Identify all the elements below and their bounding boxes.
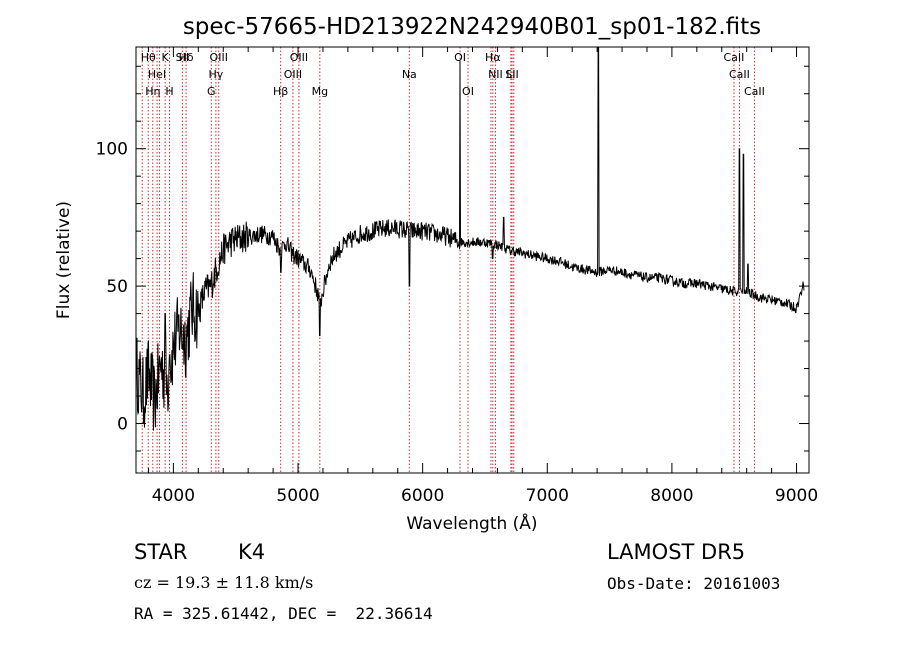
x-tick-label: 9000 (775, 486, 818, 506)
spectral-subclass: K4 (238, 540, 266, 564)
x-tick-label: 6000 (401, 486, 444, 506)
line-label: Hα (485, 51, 501, 64)
line-label: Hη (145, 85, 160, 98)
y-tick-label: 100 (96, 140, 128, 160)
obs-date-line: Obs-Date: 20161003 (607, 574, 781, 593)
line-label: CaII (724, 51, 745, 64)
line-label: Li (506, 68, 515, 81)
line-label: H (165, 85, 173, 98)
line-label: K (162, 51, 170, 64)
y-tick-label: 50 (106, 277, 128, 297)
redshift-line: cz = 19.3 ± 11.8 km/s (134, 573, 314, 592)
x-tick-label: 7000 (526, 486, 569, 506)
line-label: SII (176, 51, 189, 64)
chart-title: spec-57665-HD213922N242940B01_sp01-182.f… (183, 14, 761, 40)
coordinates-line: RA = 325.61442, DEC = 22.36614 (134, 604, 433, 623)
line-label: Hγ (208, 68, 223, 81)
line-marker-layer (141, 47, 755, 473)
line-label: Hβ (273, 85, 288, 98)
x-tick-label: 4000 (152, 486, 195, 506)
x-tick-label: 5000 (276, 486, 319, 506)
line-label: Na (402, 68, 417, 81)
object-class: STAR (134, 540, 188, 564)
spectrum-layer (135, 46, 805, 431)
line-label: CaII (729, 68, 750, 81)
line-label: Hδ (179, 51, 194, 64)
line-label: OIII (290, 51, 308, 64)
line-label: Hθ (141, 51, 156, 64)
line-label: Mg (312, 85, 328, 98)
y-tick-label: 0 (117, 415, 128, 435)
line-label: OIII (284, 68, 302, 81)
survey-name: LAMOST DR5 (607, 540, 746, 564)
line-label: OIII (210, 51, 228, 64)
x-tick-label: 8000 (650, 486, 693, 506)
spectrum-line (135, 46, 805, 431)
line-label: OI (454, 51, 466, 64)
line-label: G (207, 85, 216, 98)
line-label: NII (488, 68, 503, 81)
axis-layer: 4000 5000 6000 7000 8000 9000 0 50 100 (96, 47, 818, 506)
line-label-layer: HθHηHeIKHSIIHδGHγOIIIHβOIIIOIIIMgNaOIOIH… (141, 51, 765, 98)
line-label: CaII (744, 85, 765, 98)
line-label: HeI (148, 68, 166, 81)
line-label: OI (462, 85, 474, 98)
y-axis-label: Flux (relative) (54, 201, 74, 319)
plot-frame (135, 46, 810, 474)
line-label: SII (505, 68, 518, 81)
x-axis-label: Wavelength (Å) (406, 512, 537, 534)
